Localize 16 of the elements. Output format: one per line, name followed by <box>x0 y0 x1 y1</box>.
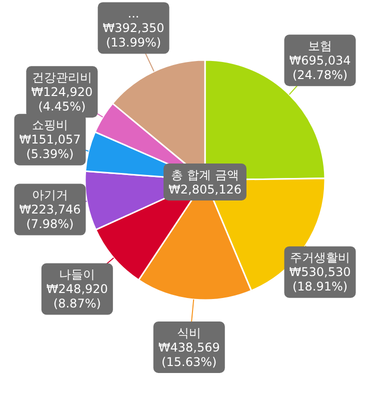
data-label: ₩124,920 (4.45%) <box>31 84 93 114</box>
slice-label: 식비 <box>177 326 202 340</box>
slice-label: 나들이 <box>59 268 96 282</box>
slice-label: 쇼핑비 <box>32 118 68 132</box>
data-label: ₩438,569 (15.63%) <box>158 340 220 369</box>
data-label: ₩392,350 (13.99%) <box>102 21 164 50</box>
data-label: ₩248,920 (8.87%) <box>46 282 108 311</box>
slice-label: 건강관리비 <box>32 70 92 84</box>
data-label: ₩151,057 (5.39%) <box>19 132 81 162</box>
data-label: ₩223,746 (7.98%) <box>19 202 81 232</box>
slice-label: 보험 <box>308 38 332 53</box>
data-label: ₩530,530 (18.91%) <box>289 265 351 294</box>
slice-label: 아기거 <box>32 188 68 202</box>
data-label: ₩695,034 (24.78%) <box>289 53 351 82</box>
slice-label: ... <box>128 6 140 21</box>
annotation: 총 합계 금액 ₩2,805,126 <box>164 164 246 200</box>
